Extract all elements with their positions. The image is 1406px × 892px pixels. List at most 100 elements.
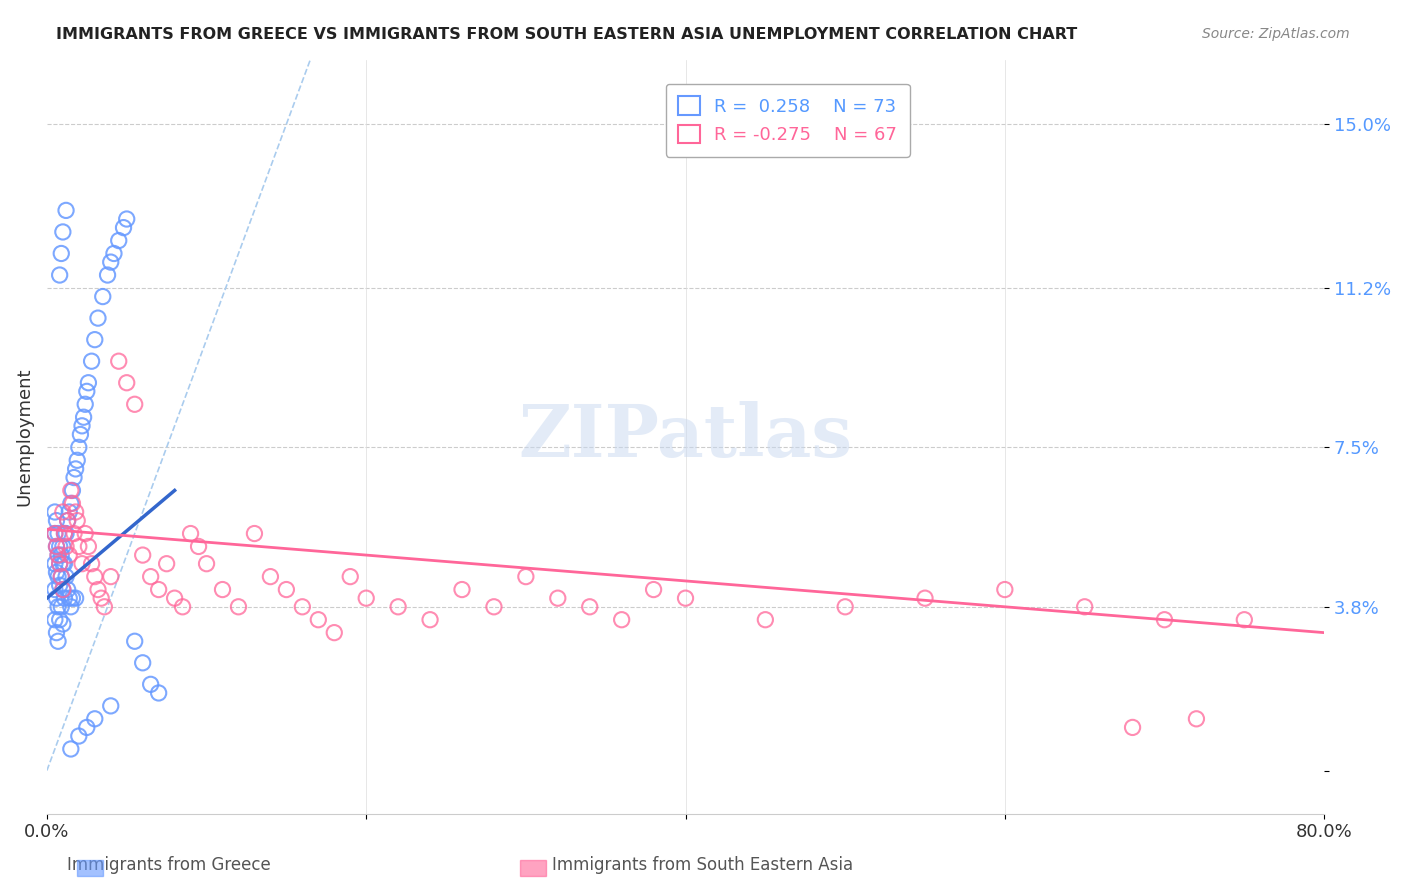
Immigrants from Greece [45,625,67,640]
Immigrants from Greece [48,268,70,282]
Immigrants from Greece [52,540,75,554]
Immigrants from South Eastern Asia [48,557,70,571]
Immigrants from South Eastern Asia [754,613,776,627]
Immigrants from Greece [56,514,79,528]
Immigrants from South Eastern Asia [211,582,233,597]
Immigrants from South Eastern Asia [994,582,1017,597]
Immigrants from South Eastern Asia [75,526,97,541]
Immigrants from Greece [51,599,73,614]
Immigrants from Greece [52,557,75,571]
Text: IMMIGRANTS FROM GREECE VS IMMIGRANTS FROM SOUTH EASTERN ASIA UNEMPLOYMENT CORREL: IMMIGRANTS FROM GREECE VS IMMIGRANTS FRO… [56,27,1077,42]
Immigrants from Greece [70,418,93,433]
Immigrants from Greece [44,505,66,519]
Immigrants from Greece [66,453,89,467]
Immigrants from South Eastern Asia [163,591,186,606]
Immigrants from Greece [44,613,66,627]
Immigrants from Greece [67,729,90,743]
Immigrants from South Eastern Asia [195,557,218,571]
Immigrants from Greece [75,397,97,411]
Immigrants from Greece [65,591,87,606]
Immigrants from South Eastern Asia [55,540,77,554]
Immigrants from Greece [52,225,75,239]
Immigrants from South Eastern Asia [70,557,93,571]
Immigrants from Greece [77,376,100,390]
Immigrants from South Eastern Asia [58,548,80,562]
Immigrants from Greece [44,526,66,541]
Immigrants from Greece [45,540,67,554]
Immigrants from South Eastern Asia [148,582,170,597]
Immigrants from South Eastern Asia [1122,721,1144,735]
Immigrants from Greece [46,548,69,562]
Immigrants from Greece [46,599,69,614]
Y-axis label: Unemployment: Unemployment [15,368,32,506]
Immigrants from Greece [51,246,73,260]
Immigrants from South Eastern Asia [482,599,505,614]
Text: Immigrants from Greece: Immigrants from Greece [67,856,270,874]
Immigrants from Greece [67,441,90,455]
Immigrants from South Eastern Asia [228,599,250,614]
Immigrants from Greece [83,333,105,347]
Immigrants from Greece [87,311,110,326]
Immigrants from Greece [55,569,77,583]
Immigrants from South Eastern Asia [44,526,66,541]
Immigrants from Greece [148,686,170,700]
Immigrants from Greece [100,698,122,713]
Immigrants from Greece [139,677,162,691]
Immigrants from Greece [124,634,146,648]
Immigrants from Greece [96,268,118,282]
Immigrants from Greece [45,566,67,580]
Immigrants from Greece [76,384,98,399]
Immigrants from South Eastern Asia [63,526,86,541]
Immigrants from South Eastern Asia [172,599,194,614]
Text: ZIPatlas: ZIPatlas [519,401,852,472]
Immigrants from Greece [48,613,70,627]
Immigrants from South Eastern Asia [90,591,112,606]
Immigrants from South Eastern Asia [1185,712,1208,726]
Immigrants from Greece [52,617,75,632]
Immigrants from South Eastern Asia [259,569,281,583]
Immigrants from South Eastern Asia [93,599,115,614]
Legend: R =  0.258    N = 73, R = -0.275    N = 67: R = 0.258 N = 73, R = -0.275 N = 67 [665,84,910,157]
Immigrants from South Eastern Asia [131,548,153,562]
Immigrants from South Eastern Asia [67,540,90,554]
Immigrants from South Eastern Asia [80,557,103,571]
Immigrants from Greece [45,514,67,528]
Immigrants from South Eastern Asia [53,526,76,541]
Immigrants from South Eastern Asia [115,376,138,390]
Immigrants from Greece [46,526,69,541]
Immigrants from South Eastern Asia [52,582,75,597]
Immigrants from Greece [131,656,153,670]
Immigrants from South Eastern Asia [83,569,105,583]
Immigrants from South Eastern Asia [387,599,409,614]
Immigrants from South Eastern Asia [51,569,73,583]
Immigrants from South Eastern Asia [45,540,67,554]
Immigrants from South Eastern Asia [180,526,202,541]
Immigrants from Greece [76,721,98,735]
Immigrants from South Eastern Asia [156,557,179,571]
Immigrants from South Eastern Asia [339,569,361,583]
Immigrants from South Eastern Asia [62,496,84,510]
Immigrants from Greece [46,569,69,583]
Immigrants from South Eastern Asia [139,569,162,583]
Immigrants from South Eastern Asia [52,505,75,519]
Immigrants from South Eastern Asia [834,599,856,614]
Immigrants from Greece [44,582,66,597]
Immigrants from Greece [53,526,76,541]
Immigrants from South Eastern Asia [107,354,129,368]
Immigrants from Greece [62,591,84,606]
Immigrants from Greece [45,591,67,606]
Immigrants from South Eastern Asia [914,591,936,606]
Immigrants from South Eastern Asia [451,582,474,597]
Immigrants from Greece [48,578,70,592]
Immigrants from Greece [115,212,138,227]
Immigrants from Greece [65,462,87,476]
Immigrants from Greece [51,548,73,562]
Immigrants from Greece [103,246,125,260]
Immigrants from Greece [51,569,73,583]
Immigrants from Greece [48,557,70,571]
Immigrants from Greece [100,255,122,269]
Text: Immigrants from South Eastern Asia: Immigrants from South Eastern Asia [553,856,853,874]
Immigrants from South Eastern Asia [87,582,110,597]
Immigrants from South Eastern Asia [276,582,298,597]
Text: Source: ZipAtlas.com: Source: ZipAtlas.com [1202,27,1350,41]
